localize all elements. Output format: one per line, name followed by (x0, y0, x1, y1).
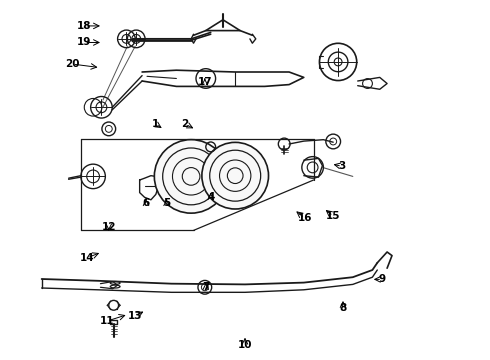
Text: 15: 15 (326, 211, 341, 221)
Text: 6: 6 (143, 198, 149, 208)
Text: 20: 20 (65, 59, 80, 69)
Text: 12: 12 (101, 222, 116, 232)
Circle shape (109, 300, 119, 310)
Text: 11: 11 (99, 316, 114, 326)
Text: 14: 14 (80, 253, 95, 263)
Text: 1: 1 (152, 119, 159, 129)
Text: 7: 7 (202, 282, 210, 292)
Circle shape (202, 142, 269, 209)
Circle shape (154, 140, 228, 213)
Text: 13: 13 (127, 311, 142, 321)
Text: 5: 5 (163, 198, 170, 208)
Text: 17: 17 (197, 77, 212, 87)
Text: 4: 4 (207, 192, 215, 202)
Text: 3: 3 (339, 161, 345, 171)
Text: 8: 8 (340, 303, 346, 313)
Text: 19: 19 (77, 37, 92, 48)
Text: 16: 16 (297, 213, 312, 223)
Text: 10: 10 (238, 340, 252, 350)
Text: 2: 2 (182, 119, 189, 129)
Text: 18: 18 (77, 21, 92, 31)
Text: 9: 9 (379, 274, 386, 284)
